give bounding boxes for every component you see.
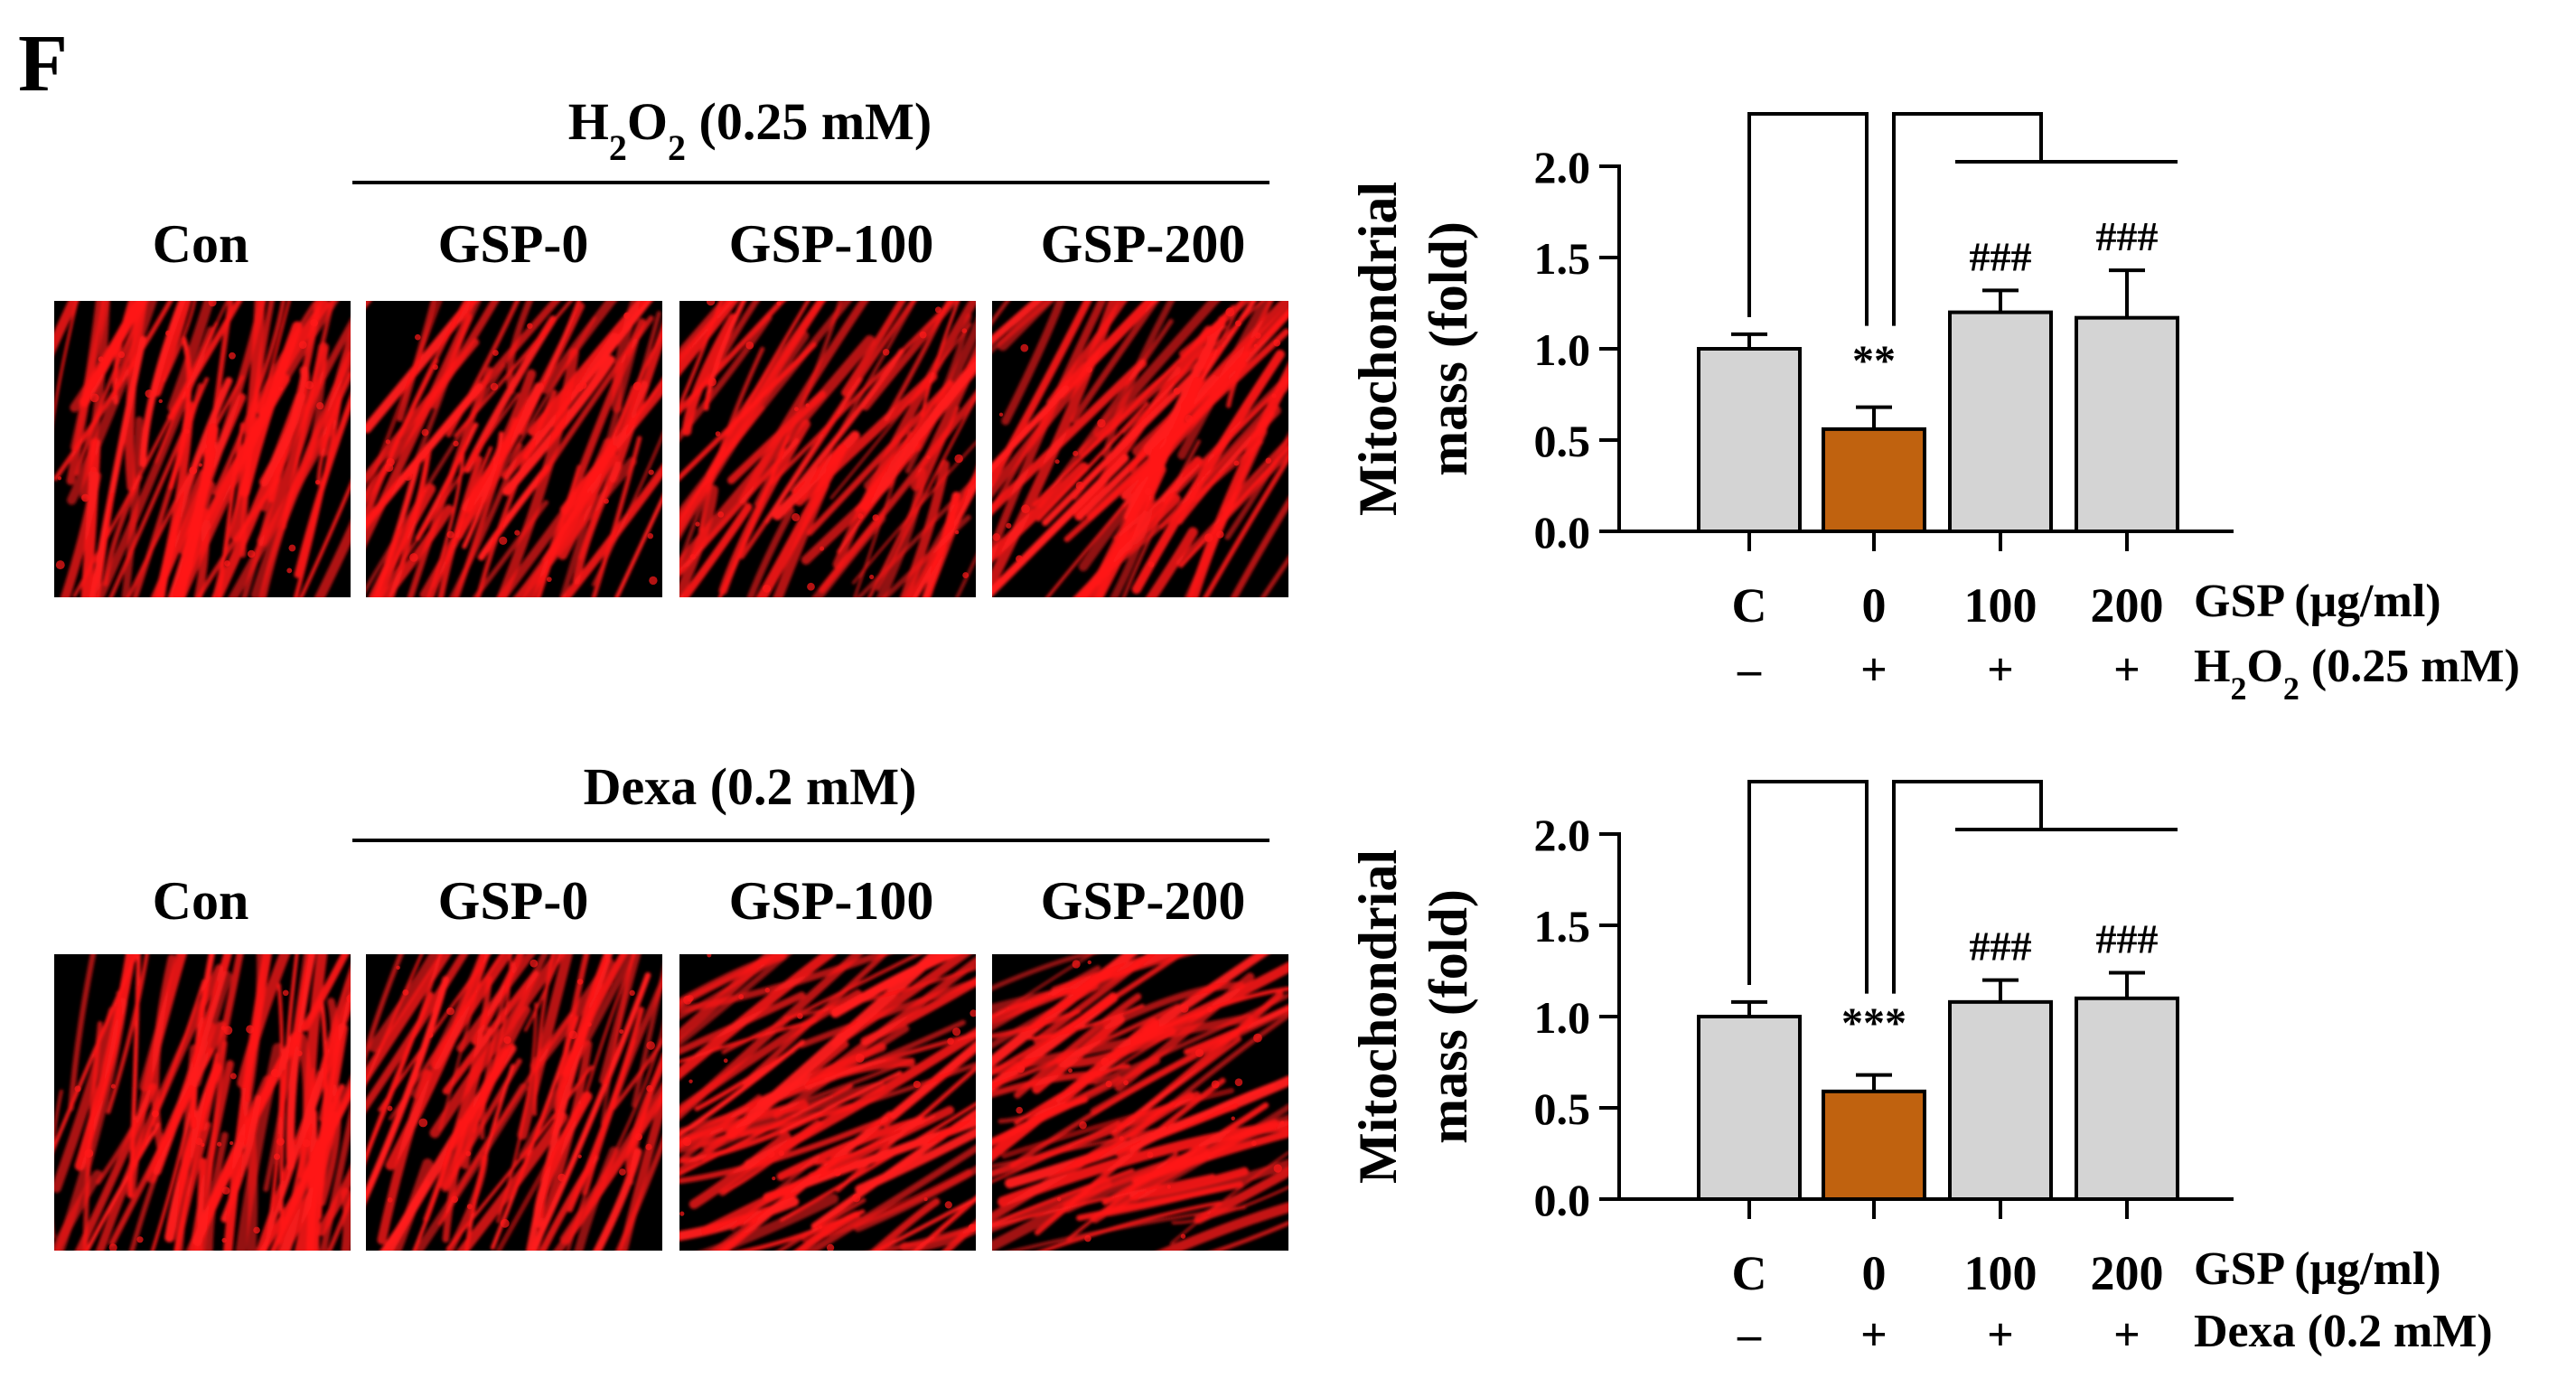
x-tick-label: 0 <box>1862 1246 1887 1300</box>
x-tick-label: 100 <box>1964 578 2037 633</box>
treatment-sign: + <box>2113 1309 2140 1361</box>
image-label-gsp-200: GSP-200 <box>1041 214 1246 274</box>
treatment-header-dexa: Dexa (0.2 mM) <box>584 757 917 816</box>
image-label-gsp-100: GSP-100 <box>729 214 934 274</box>
y-tick-label: 2.0 <box>1534 142 1591 192</box>
bar-100 <box>1948 999 2053 1201</box>
bar-chart-1: Mitochondrial mass (fold) 0.0 0.5 1.0 1.5 2.0 C… <box>1348 112 2520 707</box>
bar-C <box>1697 347 1802 533</box>
treatment-sign: – <box>1737 1309 1762 1361</box>
bar-chart-2: Mitochondrial mass (fold) 0.0 0.5 1.0 1.5 2.0 C… <box>1348 780 2493 1361</box>
micrograph-grid <box>54 301 1288 1251</box>
treatment-sign: – <box>1737 644 1762 696</box>
bar-100 <box>1948 310 2053 533</box>
y-tick-label: 0.0 <box>1534 1175 1591 1225</box>
y-tick-label: 0.5 <box>1534 416 1591 466</box>
factor-label-gsp: GSP (μg/ml) <box>2194 1243 2441 1295</box>
treatment-header-h2o2: H2O2 (0.25 mM) <box>568 92 932 168</box>
bar-charts: Mitochondrial mass (fold) 0.0 0.5 1.0 1.5 2.0 C… <box>1348 112 2520 1361</box>
micrograph-gsp-0 <box>366 301 662 597</box>
significance-mark: ### <box>2096 916 2159 962</box>
factor-label-treatment: H2O2 (0.25 mM) <box>2194 641 2520 707</box>
significance-bracket <box>1747 112 1869 326</box>
panel-letter: F <box>18 19 68 108</box>
treatment-sign: + <box>1987 644 2014 696</box>
treatment-sign: + <box>1987 1309 2014 1361</box>
image-label-gsp-200: GSP-200 <box>1041 871 1246 931</box>
treatment-sign: + <box>1860 644 1888 696</box>
y-axis-label: Mitochondrial mass (fold) <box>1348 182 1478 516</box>
x-tick-label: C <box>1732 1246 1767 1300</box>
micrograph-gsp-0 <box>366 954 662 1251</box>
micrograph-con <box>54 301 351 597</box>
image-label-con: Con <box>153 871 249 931</box>
x-tick-label: 0 <box>1862 578 1887 633</box>
significance-bracket <box>1892 780 2043 994</box>
micrograph-gsp-200 <box>992 954 1288 1251</box>
micrograph-con <box>54 954 351 1251</box>
bar-0 <box>1822 1089 1926 1201</box>
significance-mark: *** <box>1841 999 1906 1047</box>
image-label-con: Con <box>153 214 249 274</box>
factor-label-gsp: GSP (μg/ml) <box>2194 576 2441 627</box>
factor-label-treatment: Dexa (0.2 mM) <box>2194 1306 2493 1357</box>
y-tick-label: 1.5 <box>1534 901 1591 952</box>
micrograph-gsp-100 <box>679 954 976 1251</box>
y-tick-label: 0.0 <box>1534 507 1591 558</box>
micrograph-gsp-200 <box>992 301 1288 597</box>
y-tick-label: 1.0 <box>1534 992 1591 1043</box>
x-tick-label: 200 <box>2091 1246 2164 1300</box>
significance-bracket <box>1892 112 2043 326</box>
x-tick-label: 100 <box>1964 1246 2037 1300</box>
y-tick-label: 2.0 <box>1534 810 1591 860</box>
significance-mark: ** <box>1852 337 1896 385</box>
significance-mark: ### <box>1970 924 2032 970</box>
image-label-gsp-0: GSP-0 <box>438 214 589 274</box>
image-label-gsp-100: GSP-100 <box>729 871 934 931</box>
y-axis-label: Mitochondrial mass (fold) <box>1348 849 1478 1184</box>
image-label-gsp-0: GSP-0 <box>438 871 589 931</box>
y-tick-label: 1.5 <box>1534 233 1591 284</box>
y-tick-label: 1.0 <box>1534 324 1591 375</box>
bar-200 <box>2075 315 2179 533</box>
treatment-sign: + <box>1860 1309 1888 1361</box>
bar-200 <box>2075 996 2179 1202</box>
significance-mark: ### <box>2096 213 2159 259</box>
x-tick-label: C <box>1732 578 1767 633</box>
significance-mark: ### <box>1970 233 2032 279</box>
treatment-sign: + <box>2113 644 2140 696</box>
bar-C <box>1697 1015 1802 1201</box>
significance-bracket <box>1747 780 1869 994</box>
micrograph-gsp-100 <box>679 301 976 597</box>
bar-0 <box>1822 427 1926 534</box>
x-tick-label: 200 <box>2091 578 2164 633</box>
y-tick-label: 0.5 <box>1534 1083 1591 1134</box>
